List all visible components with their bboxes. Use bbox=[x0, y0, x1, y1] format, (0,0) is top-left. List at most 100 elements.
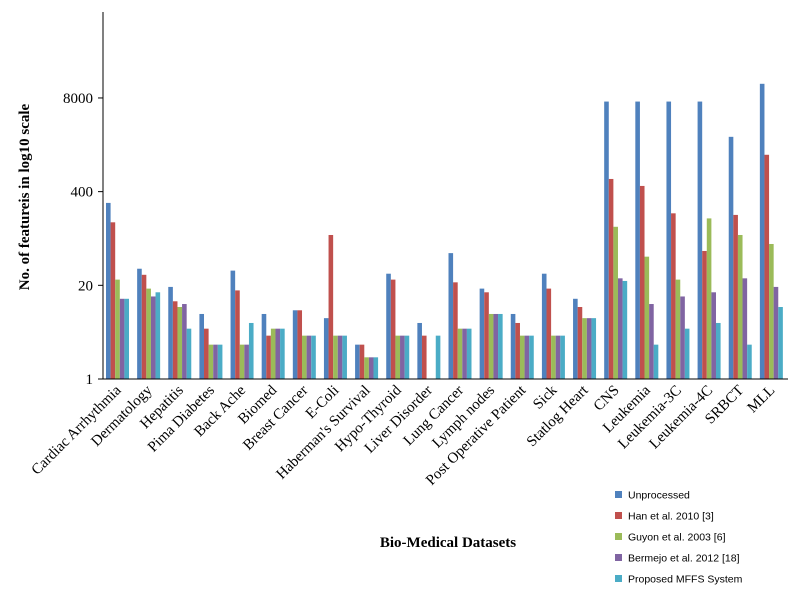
bar bbox=[747, 344, 752, 379]
category-label: MLL bbox=[745, 383, 779, 417]
bar bbox=[217, 344, 223, 379]
bar bbox=[733, 214, 738, 379]
bar bbox=[124, 298, 129, 379]
bar bbox=[400, 335, 405, 379]
bar bbox=[671, 213, 676, 379]
legend-swatch bbox=[615, 554, 622, 561]
bar bbox=[617, 278, 623, 379]
bars bbox=[106, 83, 783, 380]
bar bbox=[395, 335, 401, 379]
bar bbox=[270, 328, 276, 379]
bar bbox=[311, 335, 316, 379]
bar bbox=[137, 268, 142, 379]
legend-label: Unprocessed bbox=[628, 490, 690, 502]
legend-swatch bbox=[615, 533, 622, 540]
bar bbox=[186, 328, 192, 379]
bar bbox=[373, 357, 379, 379]
bar bbox=[106, 202, 111, 379]
bar bbox=[417, 322, 422, 379]
bar bbox=[644, 256, 650, 379]
bar bbox=[604, 101, 609, 379]
y-axis-title: No. of featureis in log10 scale bbox=[17, 103, 33, 290]
bar bbox=[706, 218, 712, 379]
bar bbox=[680, 296, 685, 379]
bar bbox=[150, 296, 156, 379]
bar bbox=[115, 279, 120, 379]
bar bbox=[177, 307, 183, 379]
bar bbox=[586, 318, 592, 379]
bar bbox=[248, 322, 254, 379]
bar bbox=[742, 278, 748, 379]
bar bbox=[266, 335, 271, 379]
bar bbox=[702, 250, 707, 379]
y-tick-label: 20 bbox=[78, 278, 93, 294]
bar bbox=[141, 274, 147, 379]
bar bbox=[230, 270, 236, 379]
bar bbox=[199, 313, 205, 379]
bar bbox=[182, 304, 187, 379]
bar bbox=[462, 328, 467, 379]
bar bbox=[764, 154, 770, 379]
bar bbox=[292, 310, 298, 379]
bar bbox=[168, 286, 173, 379]
bar bbox=[498, 313, 503, 379]
bar bbox=[421, 335, 427, 379]
bar bbox=[172, 301, 178, 379]
bar bbox=[306, 335, 312, 379]
bar bbox=[342, 335, 347, 379]
bar bbox=[541, 273, 547, 379]
bar bbox=[639, 185, 645, 379]
y-tick-label: 8000 bbox=[63, 91, 93, 107]
bar bbox=[546, 288, 552, 379]
bar bbox=[208, 344, 214, 379]
bar bbox=[622, 280, 628, 379]
bar bbox=[519, 335, 525, 379]
bar bbox=[711, 292, 716, 379]
bar bbox=[235, 290, 240, 379]
bar bbox=[573, 298, 578, 379]
bar bbox=[368, 357, 374, 379]
bar bbox=[529, 335, 534, 379]
bar bbox=[390, 279, 396, 379]
axes bbox=[102, 12, 788, 380]
legend-label: Han et al. 2010 [3] bbox=[628, 511, 714, 523]
bar bbox=[613, 226, 618, 379]
bar bbox=[649, 304, 654, 379]
legend-swatch bbox=[615, 491, 622, 498]
legend: Unprocessed Han et al. 2010 [3] Guyon et a… bbox=[615, 490, 743, 586]
bar bbox=[435, 335, 441, 379]
bar bbox=[280, 328, 285, 379]
bar bbox=[697, 101, 703, 379]
bar bbox=[333, 335, 338, 379]
bar bbox=[213, 344, 218, 379]
bar bbox=[359, 344, 365, 379]
bar bbox=[119, 298, 125, 379]
bar bbox=[110, 222, 116, 379]
bar bbox=[386, 273, 391, 379]
bar bbox=[155, 292, 161, 379]
bar bbox=[728, 136, 734, 379]
bar bbox=[488, 313, 494, 379]
bar bbox=[146, 288, 151, 379]
bar bbox=[355, 344, 360, 379]
legend-swatch bbox=[615, 512, 622, 519]
bar bbox=[778, 307, 783, 379]
bar bbox=[453, 282, 458, 379]
y-tick-label: 400 bbox=[71, 185, 94, 201]
bar bbox=[275, 328, 281, 379]
bar bbox=[759, 83, 765, 380]
bar bbox=[404, 335, 410, 379]
bar bbox=[239, 344, 245, 379]
bar bbox=[364, 357, 369, 379]
y-axis-ticks: 1 20 400 8000 bbox=[63, 91, 103, 388]
bar bbox=[448, 253, 454, 379]
bar bbox=[653, 344, 659, 379]
bar bbox=[204, 328, 209, 379]
bar bbox=[524, 335, 530, 379]
bar bbox=[555, 335, 561, 379]
bar bbox=[261, 313, 267, 379]
category-labels: Cardiac ArrhythmiaDermatologyHepatitisPi… bbox=[29, 382, 779, 489]
bar bbox=[666, 101, 672, 379]
bar bbox=[608, 178, 614, 379]
